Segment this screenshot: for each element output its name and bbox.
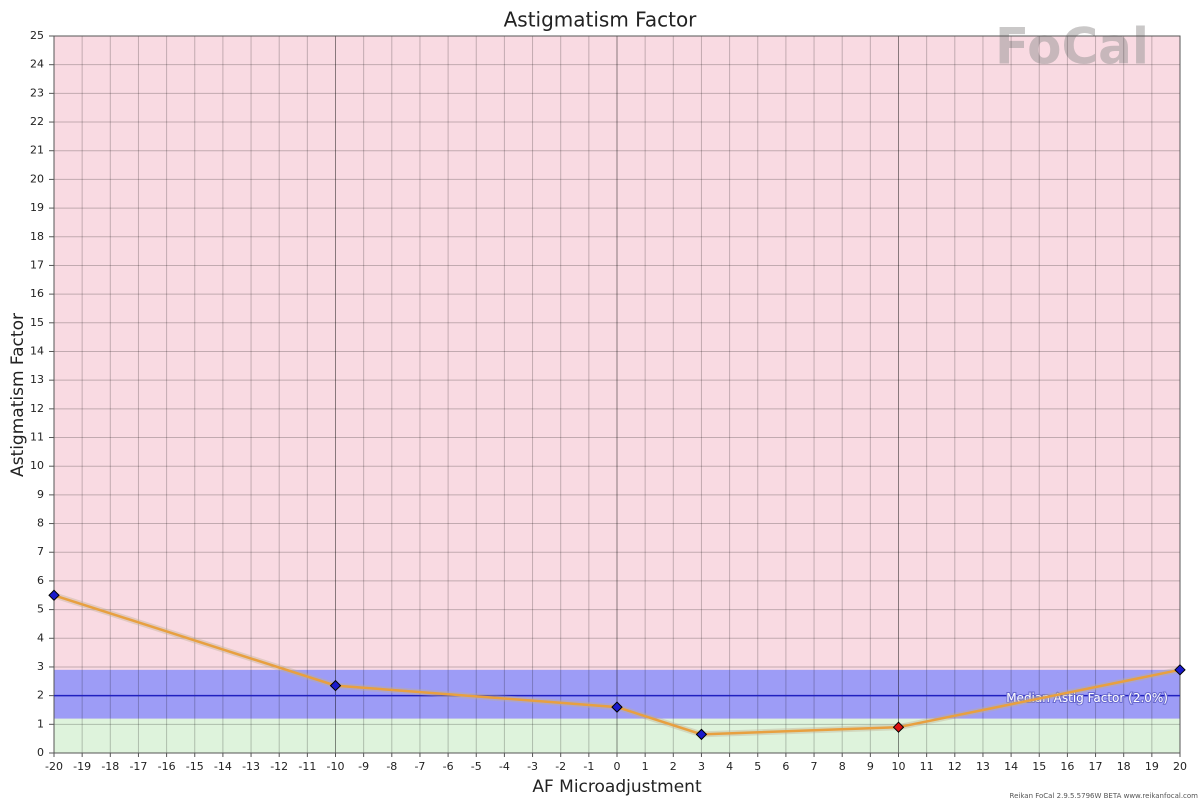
x-tick-label: -4 [499,760,510,773]
y-tick-label: 20 [30,172,44,185]
x-tick-label: 20 [1173,760,1187,773]
y-tick-label: 14 [30,344,44,357]
x-tick-label: -19 [73,760,91,773]
y-tick-label: 18 [30,230,44,243]
band [54,718,1180,753]
x-tick-label: 16 [1060,760,1074,773]
x-tick-label: 9 [867,760,874,773]
logo: FoCal [995,18,1149,76]
marker [329,679,342,692]
x-tick-label: 0 [614,760,621,773]
y-tick-label: 9 [37,488,44,501]
x-tick-label: 4 [726,760,733,773]
y-tick-label: 13 [30,373,44,386]
x-tick-label: 18 [1117,760,1131,773]
x-tick-label: 2 [670,760,677,773]
y-tick-label: 23 [30,86,44,99]
plot-background [54,36,1180,753]
y-tick-label: 11 [30,431,44,444]
x-tick-label: -12 [270,760,288,773]
marker [611,701,623,713]
x-tick-label: 6 [782,760,789,773]
x-tick-label: 1 [642,760,649,773]
y-tick-label: 6 [37,574,44,587]
x-tick-label: -13 [242,760,260,773]
x-tick-label: -17 [129,760,147,773]
y-tick-label: 3 [37,660,44,673]
marker [1174,664,1186,676]
x-tick-label: -20 [45,760,63,773]
x-tick-label: -9 [358,760,369,773]
line [53,594,1181,736]
x-axis-label: AF Microadjustment [532,777,702,797]
x-tick-label: 5 [754,760,761,773]
marker [695,728,708,741]
y-tick-label: 22 [30,115,44,128]
y-tick-label: 10 [30,459,44,472]
y-tick-label: 12 [30,402,44,415]
y-tick-label: 16 [30,287,44,300]
y-tick-label: 5 [37,603,44,616]
y-tick-label: 17 [30,258,44,271]
y-tick-label: 24 [30,58,44,71]
y-tick-label: 2 [37,689,44,702]
y-tick-label: 8 [37,517,44,530]
y-tick-label: 1 [37,717,44,730]
x-tick-label: 19 [1145,760,1159,773]
y-tick-label: 25 [30,29,44,42]
x-tick-label: 15 [1032,760,1046,773]
marker [48,589,60,601]
y-tick-label: 15 [30,316,44,329]
x-tick-label: 8 [839,760,846,773]
x-tick-label: -3 [527,760,538,773]
x-tick-label: 12 [948,760,962,773]
x-tick-label: 3 [698,760,705,773]
y-tick-label: 0 [37,746,44,759]
x-tick-label: -8 [386,760,397,773]
footer: Reikan FoCal 2.9.5.5796W BETA www.reikan… [1010,792,1199,800]
x-tick-label: -14 [214,760,232,773]
y-axis-label: Astigmatism Factor [8,313,28,477]
x-tick-label: 14 [1004,760,1018,773]
y-tick-label: 4 [37,631,44,644]
x-tick-label: -15 [186,760,204,773]
x-tick-label: 13 [976,760,990,773]
y-tick-label: 7 [37,545,44,558]
plot-frame [53,35,1181,754]
x-tick-label: -6 [443,760,454,773]
x-tick-label: 11 [920,760,934,773]
x-tick-label: -5 [471,760,482,773]
x-tick-label: -10 [327,760,345,773]
y-tick-label: 19 [30,201,44,214]
median-label: Median Astig Factor (2.0%) [1006,691,1168,705]
chart-title: Astigmatism Factor [504,8,698,32]
x-tick-label: 10 [892,760,906,773]
x-tick-label: 7 [811,760,818,773]
x-tick-label: -2 [555,760,566,773]
marker [892,721,905,733]
x-tick-label: -16 [158,760,176,773]
x-tick-label: -1 [583,760,594,773]
x-tick-label: -18 [101,760,119,773]
x-tick-label: -7 [414,760,425,773]
x-tick-label: -11 [298,760,316,773]
y-tick-label: 21 [30,144,44,157]
x-tick-label: 17 [1089,760,1103,773]
